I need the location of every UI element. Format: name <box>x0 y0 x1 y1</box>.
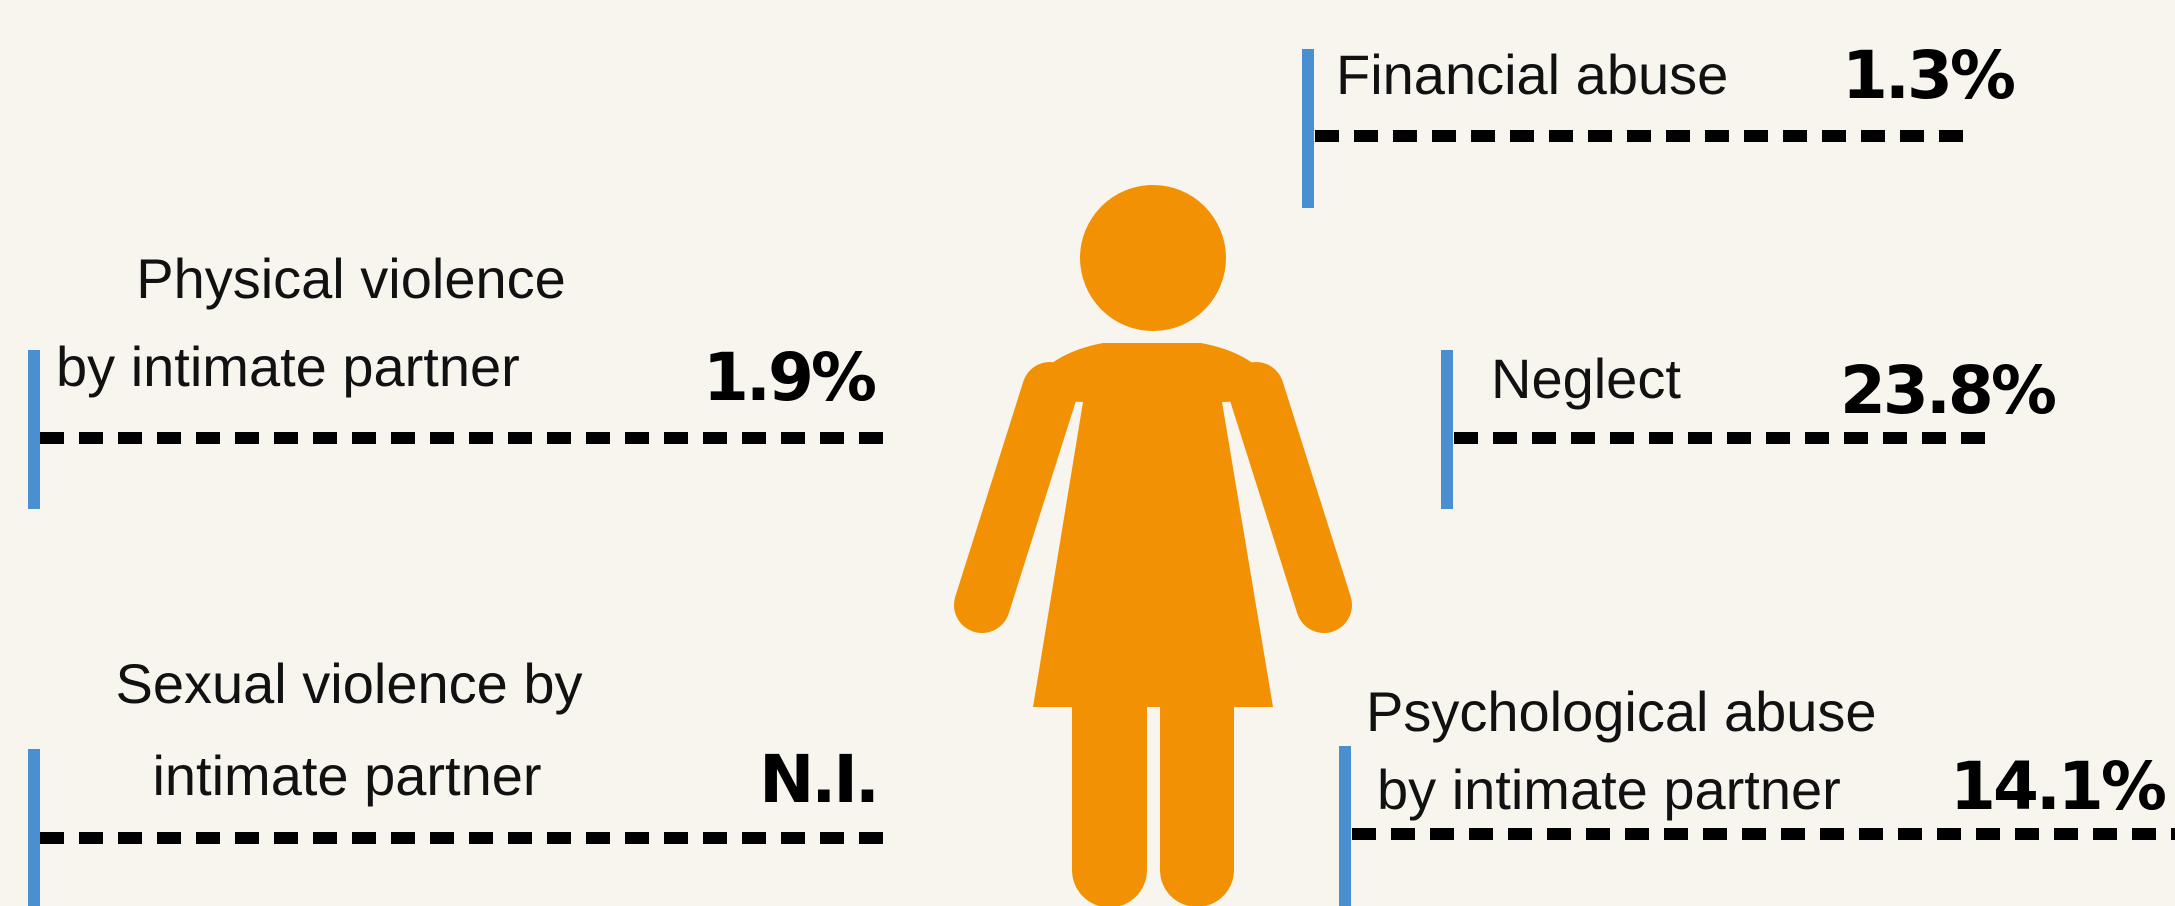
item: Psychological abuse by intimate partner … <box>1339 680 2175 906</box>
accent-bar <box>28 749 40 906</box>
label: by intimate partner <box>56 335 520 398</box>
item: Physical violence by intimate partner 1.… <box>28 247 895 509</box>
accent-bar <box>1441 350 1453 509</box>
value: 23.8% <box>1840 352 2056 429</box>
figure-leg <box>1072 700 1147 906</box>
label: Physical violence <box>136 247 566 310</box>
label: intimate partner <box>152 744 541 807</box>
accent-bar <box>1302 49 1314 208</box>
item: Sexual violence by intimate partner N.I. <box>28 652 895 906</box>
item: Financial abuse 1.3% <box>1302 37 2018 208</box>
label: Psychological abuse <box>1366 680 1877 743</box>
label: Sexual violence by <box>116 652 583 715</box>
label: Neglect <box>1491 347 1681 410</box>
woman-figure <box>954 185 1352 906</box>
item: Neglect 23.8% <box>1441 347 2059 509</box>
value: 1.3% <box>1842 37 2015 114</box>
value: N.I. <box>759 741 877 818</box>
value: 14.1% <box>1950 748 2166 825</box>
figure-head <box>1080 185 1226 331</box>
figure-leg <box>1160 700 1234 906</box>
accent-bar <box>1339 746 1351 906</box>
figure-body <box>1024 343 1280 707</box>
value: 1.9% <box>703 339 876 416</box>
label: Financial abuse <box>1336 43 1728 106</box>
figure-arm <box>954 362 1078 633</box>
accent-bar <box>28 350 40 509</box>
label: by intimate partner <box>1377 758 1841 821</box>
figure-arm <box>1228 362 1352 633</box>
